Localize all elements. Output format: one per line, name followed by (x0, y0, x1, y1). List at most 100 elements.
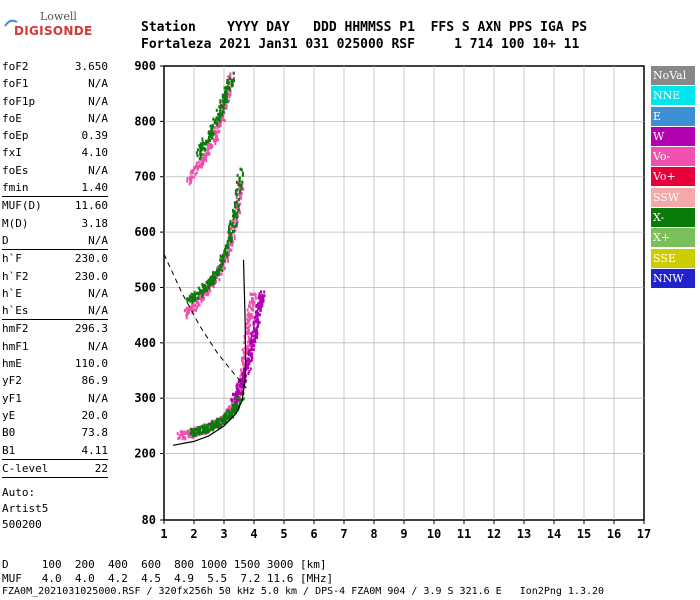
echo-point (251, 352, 254, 356)
echo-point (253, 334, 256, 338)
echo-point (234, 411, 237, 415)
echo-point (263, 294, 266, 298)
echo-point (213, 281, 216, 285)
legend-item-nnw: NNW (651, 268, 695, 288)
echo-point (203, 423, 206, 427)
echo-point (200, 165, 203, 169)
echo-point (238, 390, 240, 394)
echo-point (218, 278, 221, 282)
echo-point (246, 344, 249, 348)
param-row: foF1p N/A (2, 93, 108, 110)
echo-point (249, 339, 252, 343)
param-value: 4.11 (81, 443, 109, 457)
echo-point (239, 378, 242, 382)
echo-point (238, 185, 241, 189)
echo-point (234, 215, 237, 219)
echo-point (219, 108, 222, 111)
param-label: B0 (2, 426, 16, 440)
param-label: fmin (2, 181, 29, 195)
echo-point (192, 433, 195, 437)
echo-point (212, 271, 215, 274)
echo-point (217, 265, 220, 269)
echo-point (194, 308, 197, 312)
echo-point (215, 116, 218, 120)
echo-point (222, 255, 225, 258)
echo-point (196, 433, 199, 437)
param-value: N/A (88, 304, 108, 318)
echo-point (232, 229, 235, 233)
echo-point (235, 203, 238, 207)
echo-point (232, 71, 235, 75)
echo-point (247, 357, 250, 361)
echo-point (254, 310, 257, 314)
echo-point (224, 412, 227, 416)
y-tick-label: 900 (134, 59, 156, 73)
echo-point (224, 92, 227, 96)
digisonde-logo: Lowell DIGISONDE (2, 6, 92, 40)
echo-point (224, 254, 227, 258)
echo-point (239, 385, 242, 389)
echo-point (242, 382, 245, 386)
echo-point (254, 340, 257, 344)
echo-point (207, 286, 210, 290)
echo-point (234, 392, 236, 396)
echo-point (200, 300, 203, 304)
legend-item-ssw: SSW (651, 187, 695, 207)
echo-point (257, 301, 260, 305)
echo-point (221, 269, 224, 273)
echo-point (199, 142, 202, 146)
echo-point (239, 391, 242, 395)
echo-point (235, 402, 238, 406)
echo-point (231, 224, 234, 228)
echo-point (193, 431, 195, 435)
echo-point (224, 100, 227, 104)
param-row: M(D) 3.18 (2, 215, 108, 232)
echo-point (222, 265, 225, 269)
echo-point (250, 332, 253, 336)
echo-point (199, 289, 202, 293)
echo-point (208, 286, 211, 290)
echo-point (219, 99, 222, 103)
echo-point (225, 90, 228, 93)
param-value: 230.0 (74, 269, 108, 283)
echo-point (199, 155, 202, 159)
x-tick-label: 10 (427, 527, 441, 541)
echo-point (213, 426, 216, 430)
echo-point (256, 312, 259, 316)
param-label: h`F2 (2, 269, 29, 283)
param-label: yF1 (2, 391, 22, 405)
echo-point (224, 102, 227, 105)
echo-point (191, 300, 194, 304)
echo-point (198, 432, 201, 436)
echo-point (197, 292, 200, 296)
echo-point (253, 292, 256, 296)
echo-point (217, 426, 220, 430)
echo-point (240, 196, 242, 200)
echo-point (208, 142, 211, 146)
param-value: 3.650 (74, 60, 108, 73)
echo-point (201, 146, 204, 150)
echo-point (259, 304, 262, 308)
echo-point (189, 179, 192, 183)
echo-point (239, 167, 242, 171)
echo-point (254, 329, 257, 333)
echo-point (205, 139, 208, 143)
echo-point (249, 317, 252, 321)
echo-point (198, 303, 201, 307)
echo-point (260, 290, 262, 294)
echo-point (248, 336, 250, 340)
param-value: N/A (88, 286, 108, 300)
echo-point (228, 247, 231, 251)
logo-swoosh-icon (4, 19, 18, 27)
echo-point (207, 283, 210, 287)
param-value: N/A (88, 391, 108, 405)
echo-point (189, 299, 192, 303)
echo-point (251, 297, 253, 300)
echo-point (218, 119, 221, 123)
echo-point (241, 348, 244, 352)
param-label: hmF2 (2, 322, 29, 336)
echo-point (222, 420, 224, 424)
echo-point (198, 163, 201, 167)
echo-point (247, 347, 250, 351)
echo-point (184, 432, 187, 435)
